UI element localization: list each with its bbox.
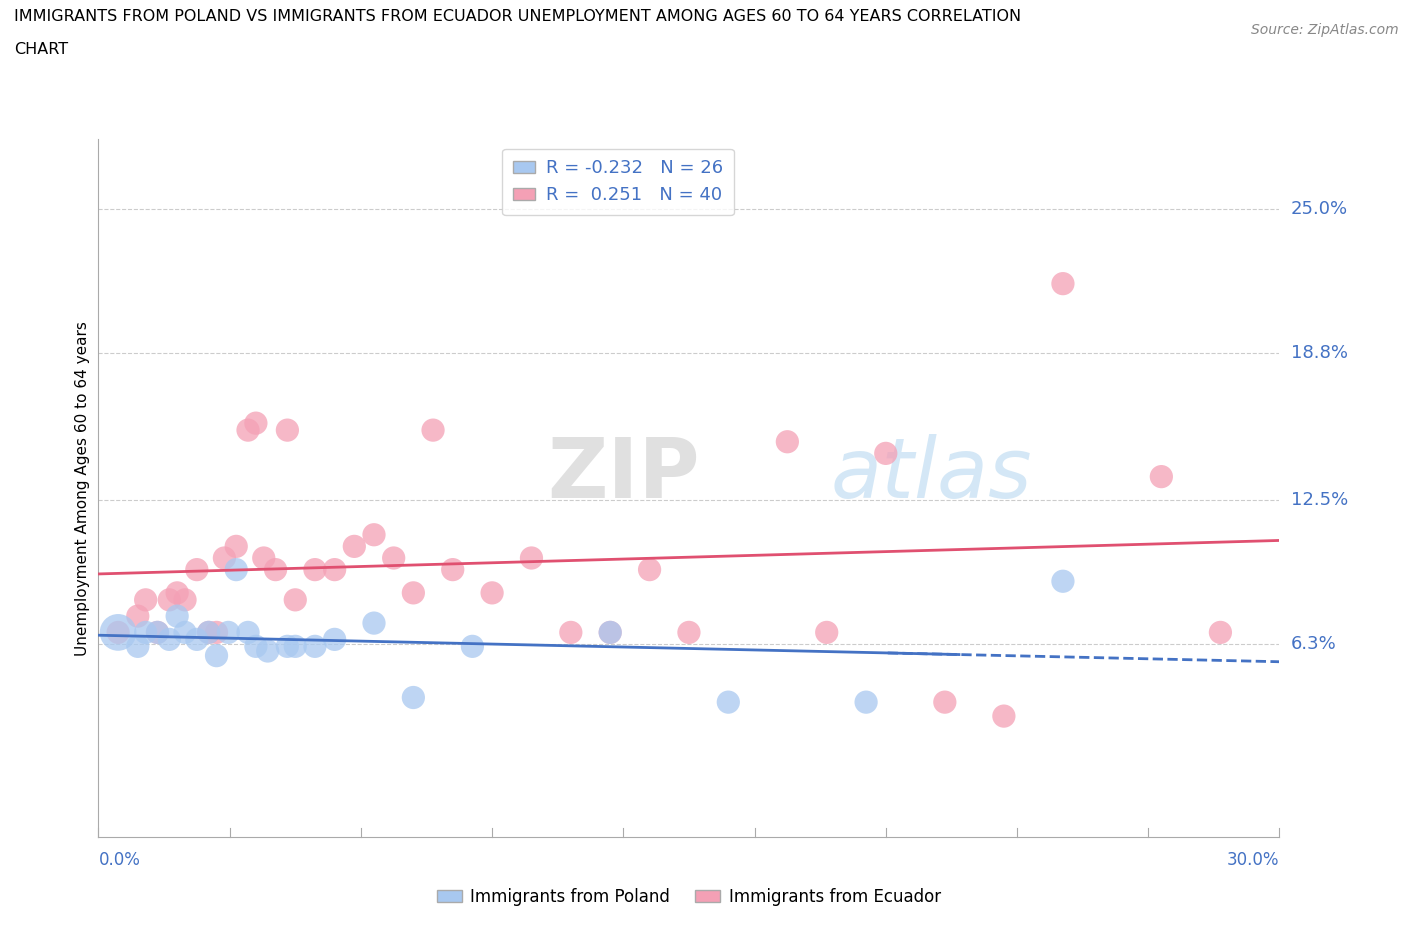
Point (127, 639, 149, 654)
Text: atlas: atlas (831, 433, 1032, 515)
Point (422, 423, 444, 438)
Y-axis label: Unemployment Among Ages 60 to 64 years: Unemployment Among Ages 60 to 64 years (75, 321, 90, 656)
Point (1209, 625, 1232, 640)
Point (174, 592, 197, 607)
Point (855, 695, 877, 710)
Text: Source: ZipAtlas.com: Source: ZipAtlas.com (1251, 23, 1399, 37)
Point (205, 625, 228, 640)
Point (402, 690, 425, 705)
Point (276, 423, 298, 438)
Point (157, 592, 180, 607)
Point (205, 648, 228, 663)
Point (304, 639, 326, 654)
Point (236, 625, 259, 640)
Point (127, 609, 149, 624)
Text: CHART: CHART (14, 42, 67, 57)
Point (276, 639, 298, 654)
Point (638, 562, 661, 577)
Point (363, 616, 385, 631)
Point (363, 527, 385, 542)
Point (214, 551, 236, 565)
Point (146, 625, 169, 640)
Point (166, 586, 188, 601)
Point (135, 625, 157, 640)
Point (146, 625, 169, 640)
Point (245, 416, 267, 431)
Point (776, 434, 799, 449)
Point (934, 695, 956, 710)
Point (174, 625, 197, 640)
Point (993, 709, 1015, 724)
Point (197, 625, 219, 640)
Point (678, 625, 700, 640)
Point (304, 562, 326, 577)
Point (186, 632, 208, 647)
Point (1150, 470, 1173, 485)
Point (107, 625, 129, 640)
Point (1052, 276, 1074, 291)
Point (225, 539, 247, 554)
Point (323, 562, 346, 577)
Point (461, 639, 484, 654)
Point (343, 539, 366, 554)
Point (815, 625, 838, 640)
Point (1052, 574, 1074, 589)
Text: 18.8%: 18.8% (1291, 344, 1347, 363)
Point (284, 639, 307, 654)
Point (284, 592, 307, 607)
Point (236, 423, 259, 438)
Point (157, 632, 180, 647)
Point (402, 586, 425, 601)
Point (323, 632, 346, 647)
Point (441, 562, 464, 577)
Point (382, 551, 405, 565)
Point (717, 695, 740, 710)
Point (481, 586, 503, 601)
Point (520, 551, 543, 565)
Point (245, 639, 267, 654)
Point (253, 551, 276, 565)
Point (186, 562, 208, 577)
Point (225, 562, 247, 577)
Point (599, 625, 621, 640)
Point (256, 644, 278, 658)
Text: ZIP: ZIP (547, 433, 700, 515)
Point (264, 562, 287, 577)
Point (217, 625, 239, 640)
Point (599, 625, 621, 640)
Point (560, 625, 582, 640)
Text: 0.0%: 0.0% (98, 851, 141, 869)
Point (197, 625, 219, 640)
Point (107, 625, 129, 640)
Text: 30.0%: 30.0% (1227, 851, 1279, 869)
Text: 6.3%: 6.3% (1291, 635, 1336, 653)
Text: 25.0%: 25.0% (1291, 200, 1348, 219)
Point (135, 592, 157, 607)
Point (875, 446, 897, 461)
Text: 12.5%: 12.5% (1291, 491, 1348, 509)
Text: IMMIGRANTS FROM POLAND VS IMMIGRANTS FROM ECUADOR UNEMPLOYMENT AMONG AGES 60 TO : IMMIGRANTS FROM POLAND VS IMMIGRANTS FRO… (14, 9, 1021, 24)
Legend: Immigrants from Poland, Immigrants from Ecuador: Immigrants from Poland, Immigrants from … (430, 881, 948, 912)
Point (166, 609, 188, 624)
